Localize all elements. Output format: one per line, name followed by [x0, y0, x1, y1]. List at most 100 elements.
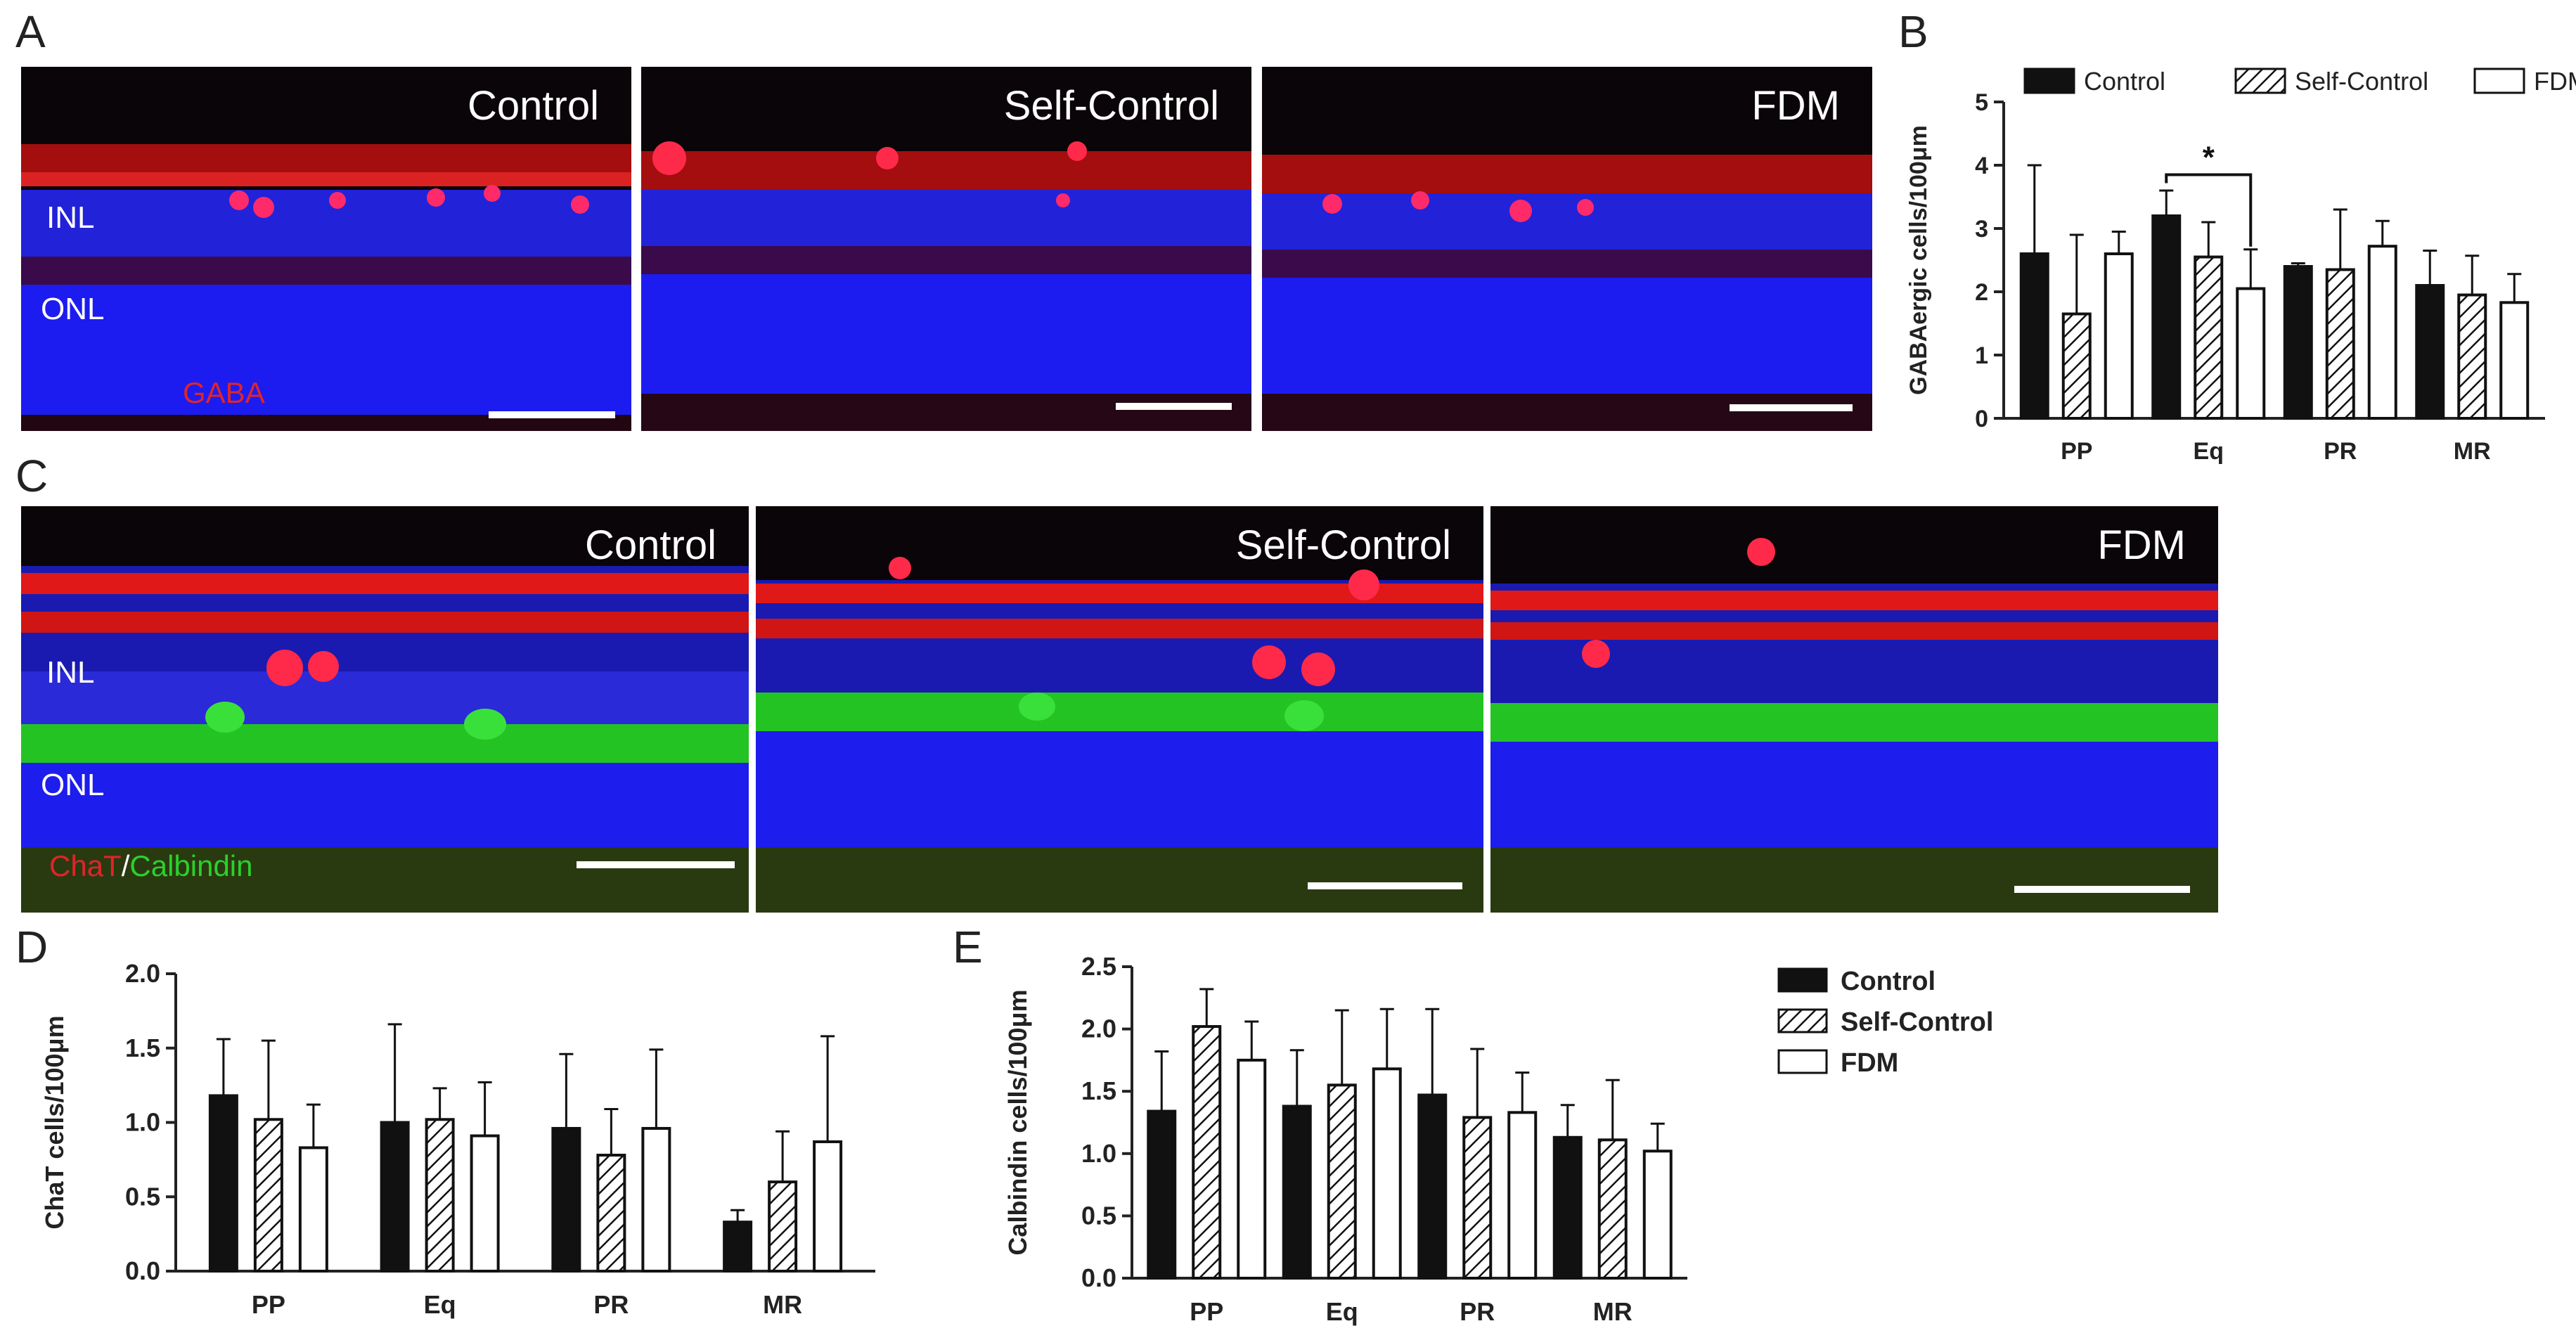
layer-label-onl-c: ONL [41, 768, 105, 802]
y-tick-label: 1.0 [125, 1108, 160, 1137]
panel-letter-e: E [953, 922, 983, 972]
micrograph-a-self-control-image [641, 141, 1251, 431]
panel-letter-c: C [15, 451, 49, 501]
scale-bar-a-fdm [1730, 404, 1853, 411]
scale-bar-c-self-control [1308, 882, 1462, 889]
bar-pp-self-control [253, 1118, 283, 1273]
bar-mr-control [723, 1221, 753, 1273]
scale-bar-c-fdm [2014, 886, 2190, 893]
scale-bar-a-control [489, 411, 615, 418]
bar-eq-self-control [1327, 1083, 1357, 1280]
legend-label-self-control: Self-Control [1841, 1007, 1993, 1037]
y-tick-label: 0.5 [125, 1182, 160, 1211]
scale-bar-c-control [577, 861, 735, 868]
y-tick-label: 1 [1975, 342, 1988, 369]
y-tick-label: 1.5 [1081, 1076, 1116, 1105]
x-tick-label-mr: MR [1593, 1297, 1632, 1326]
legend-swatch-fdm [1777, 1049, 1828, 1074]
chart-d-y-axis-title: ChaT cells/100μm [40, 1015, 69, 1229]
legend-swatch-control [2023, 67, 2075, 94]
y-tick-label: 2.0 [1081, 1015, 1116, 1043]
bar-mr-control [1552, 1135, 1583, 1280]
legend-label-fdm: FDM [1841, 1048, 1898, 1078]
bar-eq-fdm [1372, 1067, 1402, 1280]
micrograph-a-self-control: Self-Control [641, 67, 1251, 431]
micrograph-a-fdm-title: FDM [1751, 83, 1840, 129]
bar-pr-control [1417, 1093, 1448, 1280]
y-tick-label: 3 [1975, 216, 1988, 243]
micrograph-c-self-control: Self-Control [756, 506, 1483, 913]
legend-swatch-self-control [1777, 1008, 1828, 1033]
bar-pp-fdm [1237, 1058, 1267, 1280]
layer-label-inl-a: INL [46, 200, 95, 235]
x-tick-label-pp: PP [252, 1290, 285, 1319]
x-tick-label-mr: MR [763, 1290, 802, 1319]
micrograph-c-self-control-image [756, 557, 1483, 913]
x-tick-label-eq: Eq [2194, 438, 2224, 465]
legend-swatch-self-control [2234, 67, 2286, 94]
bar-pp-self-control [1192, 1025, 1222, 1280]
y-tick-label: 0 [1975, 406, 1988, 432]
layer-label-onl-a: ONL [41, 292, 105, 326]
bar-mr-control [2415, 284, 2445, 420]
y-tick-label: 0.5 [1081, 1201, 1116, 1230]
legend-label-control: Control [1841, 967, 1936, 996]
bar-pp-control [2019, 252, 2049, 420]
bar-mr-self-control [2457, 293, 2487, 420]
micrograph-c-control-image [21, 566, 749, 913]
micrograph-a-control: Control INL ONL GABA [21, 67, 631, 431]
bar-mr-self-control [768, 1180, 798, 1273]
panel-letter-d: D [15, 922, 49, 972]
y-tick-label: 2 [1975, 279, 1988, 306]
chart-d-svg: 0.0 0.5 1.0 1.5 2.0 ChaT cells/100μm PP Eq PR MR [40, 959, 875, 1319]
stain-label-chat: ChaT [49, 849, 122, 882]
x-tick-label-eq: Eq [424, 1290, 456, 1319]
bar-eq-self-control [425, 1118, 455, 1273]
bar-pr-self-control [1462, 1116, 1493, 1280]
bar-pp-self-control [2061, 312, 2092, 420]
chart-b-y-axis-title: GABAergic cells/100μm [1905, 125, 1932, 395]
micrograph-c-fdm-title: FDM [2097, 522, 2186, 568]
bar-pr-self-control [596, 1154, 626, 1273]
x-tick-label-pp: PP [1190, 1297, 1223, 1326]
bar-pr-fdm [2367, 245, 2397, 420]
chart-b: 0 1 2 3 4 5 GABAergic cells/100μm PP Eq PR MR * Cont… [1898, 56, 2576, 478]
legend-swatch-fdm [2473, 67, 2525, 94]
chart-d: 0.0 0.5 1.0 1.5 2.0 ChaT cells/100μm PP Eq PR MR [14, 956, 886, 1329]
significance-bracket [2165, 173, 2253, 247]
chart-e-svg: 0.0 0.5 1.0 1.5 2.0 2.5 Calbindin cells/100μm P… [1003, 952, 1993, 1326]
panel-letter-b: B [1898, 6, 1928, 57]
x-tick-label-mr: MR [2454, 438, 2491, 465]
bar-mr-self-control [1597, 1138, 1628, 1280]
x-tick-label-pr: PR [2324, 438, 2357, 465]
bar-eq-control [380, 1121, 410, 1273]
chart-e: 0.0 0.5 1.0 1.5 2.0 2.5 Calbindin cells/100μm P… [984, 949, 2109, 1329]
y-tick-label: 2.5 [1081, 952, 1116, 981]
micrograph-a-self-control-title: Self-Control [1003, 83, 1219, 129]
layer-label-inl-c: INL [46, 655, 95, 690]
bar-mr-fdm [1642, 1150, 1673, 1280]
micrograph-a-control-image [21, 144, 631, 431]
stain-label-separator: / [121, 849, 130, 882]
scale-bar-a-self-control [1116, 403, 1232, 410]
bar-pp-control [208, 1094, 238, 1273]
bar-eq-fdm [2236, 287, 2266, 420]
bar-mr-fdm [813, 1140, 843, 1273]
bar-pr-control [551, 1126, 581, 1273]
bar-mr-fdm [2499, 301, 2530, 420]
legend-label-fdm: FDM [2534, 67, 2576, 96]
chart-e-y-axis-title: Calbindin cells/100μm [1003, 989, 1032, 1255]
stain-label-chat-calbindin: ChaT/Calbindin [49, 849, 253, 883]
bar-pp-fdm [2104, 252, 2134, 420]
bar-pp-fdm [298, 1146, 328, 1273]
micrograph-a-control-title: Control [468, 83, 599, 129]
significance-star: * [2203, 141, 2215, 175]
y-tick-label: 1.0 [1081, 1139, 1116, 1168]
y-tick-label: 1.5 [125, 1033, 160, 1062]
x-tick-label-pr: PR [1460, 1297, 1495, 1326]
legend-label-self-control: Self-Control [2295, 67, 2428, 96]
micrograph-c-self-control-title: Self-Control [1235, 522, 1451, 568]
y-tick-label: 0.0 [125, 1256, 160, 1285]
bar-eq-fdm [470, 1134, 500, 1273]
panel-letter-a: A [15, 6, 46, 57]
